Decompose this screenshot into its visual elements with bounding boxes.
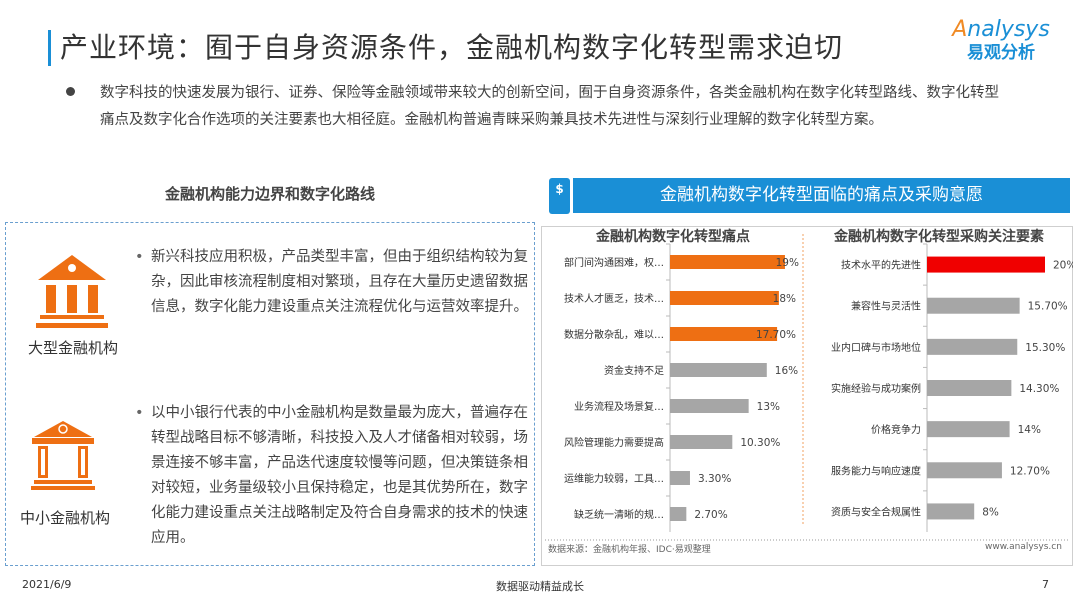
category-label: 兼容性与灵活性 <box>851 300 921 313</box>
category-label: 缺乏统一清晰的规… <box>574 508 664 521</box>
bar <box>670 291 779 305</box>
bar <box>670 327 778 341</box>
small-institution-desc: 以中小银行代表的中小金融机构是数量最为庞大，普遍存在转型战略目标不够清晰，科技投… <box>151 405 528 546</box>
left-section-heading: 金融机构能力边界和数字化路线 <box>164 185 375 203</box>
category-label: 部门间沟通困难，权… <box>564 256 664 269</box>
bar <box>927 380 1012 396</box>
small-institution-text: • 以中小银行代表的中小金融机构是数量最为庞大，普遍存在转型战略目标不够清晰，科技… <box>135 405 528 546</box>
bar <box>670 363 767 377</box>
large-institution-label: 大型金融机构 <box>28 339 119 357</box>
bar <box>927 462 1002 479</box>
category-label: 服务能力与响应速度 <box>831 464 921 477</box>
right-section-heading: 金融机构数字化转型面临的痛点及采购意愿 <box>573 178 1070 213</box>
bar <box>927 503 975 520</box>
data-label: 19% <box>776 257 799 269</box>
data-label: 14.30% <box>1019 383 1059 395</box>
large-institution-desc: 新兴科技应用积极，产品类型丰富，但由于组织结构较为复杂，因此审核流程制度相对繁琐… <box>151 249 528 315</box>
data-label: 2.70% <box>694 509 727 521</box>
title-accent-bar <box>48 30 51 66</box>
bank-building-icon <box>36 255 108 328</box>
institution-box: 大型金融机构 • 新兴科技应用积极，产品类型丰富，但由于组织结构较为复杂，因此审核… <box>5 222 535 566</box>
logo-mark: A <box>952 17 968 42</box>
footer-slogan: 数据驱动精益成长 <box>496 580 584 593</box>
data-label: 3.30% <box>698 473 731 485</box>
category-label: 风险管理能力需要提高 <box>564 436 664 449</box>
category-label: 数据分散杂乱，难以… <box>564 328 664 341</box>
analysys-logo: Analysys 易观分析 <box>946 18 1056 64</box>
bar <box>927 256 1045 273</box>
category-label: 实施经验与成功案例 <box>831 382 921 395</box>
data-source: 数据来源：金融机构年报、IDC·易观整理 <box>548 545 711 555</box>
data-label: 12.70% <box>1010 465 1050 477</box>
bullet-icon <box>66 87 75 96</box>
dollar-coin-icon: $ <box>549 178 570 214</box>
page-title: 产业环境：囿于自身资源条件，金融机构数字化转型需求迫切 <box>60 31 844 64</box>
category-label: 业务流程及场景复… <box>574 400 664 413</box>
category-label: 价格竞争力 <box>871 423 921 436</box>
website: www.analysys.cn <box>985 542 1062 552</box>
category-label: 技术水平的先进性 <box>841 259 921 272</box>
category-label: 运维能力较弱，工具… <box>564 472 664 485</box>
large-institution-text: • 新兴科技应用积极，产品类型丰富，但由于组织结构较为复杂，因此审核流程制度相对繁… <box>135 249 528 315</box>
data-label: 17.70% <box>756 329 796 341</box>
small-institution-label: 中小金融机构 <box>20 509 111 527</box>
bar <box>670 435 733 449</box>
bar <box>670 471 690 485</box>
bar <box>927 421 1010 438</box>
data-label: 15.30% <box>1025 342 1065 354</box>
logo-cn: 易观分析 <box>967 43 1035 63</box>
bar <box>670 507 687 521</box>
data-label: 15.70% <box>1028 301 1068 313</box>
chart-title: 金融机构数字化转型痛点 <box>595 228 750 245</box>
data-label: 8% <box>982 506 999 518</box>
logo-en: nalysys <box>967 17 1050 42</box>
intro-text: 数字科技的快速发展为银行、证券、保险等金融领域带来较大的创新空间，囿于自身资源条… <box>100 85 999 128</box>
data-label: 10.30% <box>740 437 780 449</box>
category-label: 资质与安全合规属性 <box>831 505 921 518</box>
page-number: 7 <box>1042 578 1049 591</box>
category-label: 资金支持不足 <box>604 364 664 377</box>
bar <box>927 297 1020 314</box>
data-label: 20% <box>1053 260 1073 272</box>
bar <box>927 338 1018 355</box>
chart-panel <box>541 226 1073 566</box>
bar <box>670 255 785 269</box>
data-label: 13% <box>757 401 780 413</box>
footer-date: 2021/6/9 <box>22 578 72 591</box>
category-label: 技术人才匮乏，技术… <box>564 292 664 305</box>
bar <box>670 399 749 413</box>
category-label: 业内口碑与市场地位 <box>831 341 921 354</box>
data-label: 18% <box>773 293 796 305</box>
data-label: 16% <box>775 365 798 377</box>
data-label: 14% <box>1018 424 1041 436</box>
chart-title: 金融机构数字化转型采购关注要素 <box>833 228 1044 245</box>
small-bank-building-icon <box>31 421 95 490</box>
